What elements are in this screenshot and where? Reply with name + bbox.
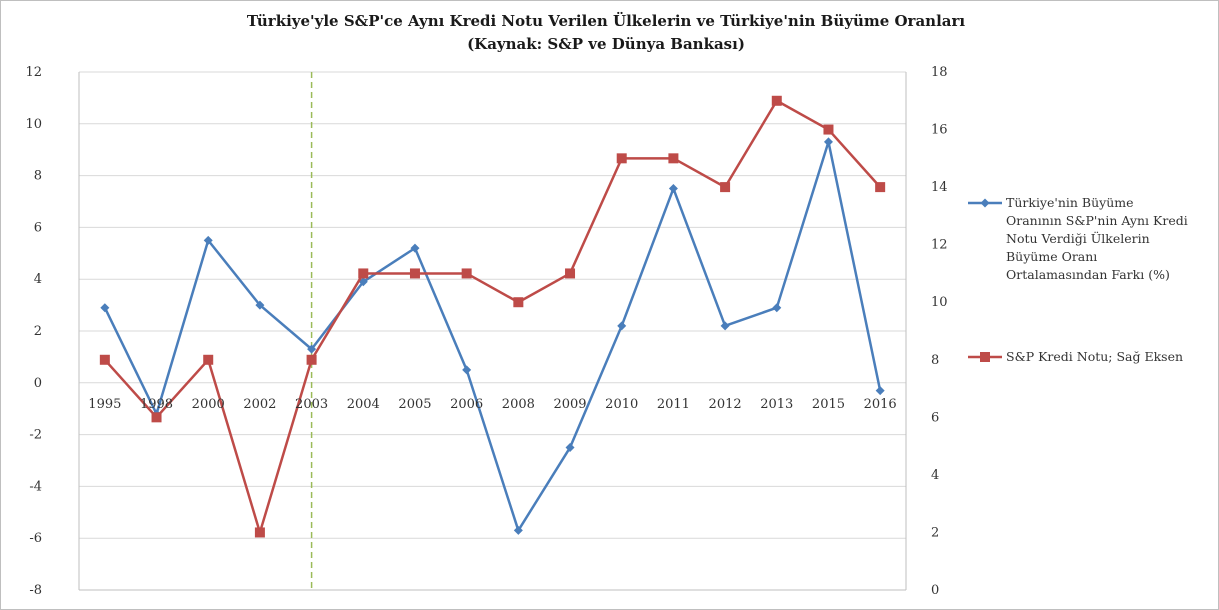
series-2-point	[306, 354, 317, 365]
legend-label-1: Ortalamasından Farkı (%)	[1006, 267, 1170, 282]
y-right-tick-label: 4	[931, 468, 939, 483]
y-right-tick-label: 12	[931, 238, 948, 253]
x-tick-label: 2004	[347, 397, 380, 412]
y-left-tick-label: -2	[29, 428, 42, 443]
y-right-tick-label: 0	[931, 583, 939, 598]
series-2-point	[720, 182, 731, 193]
legend: Türkiye'nin Büyüme Oranının S&P'nin Aynı …	[968, 195, 1188, 364]
series-1-point	[617, 321, 627, 331]
y-left-tick-label: 10	[25, 117, 42, 132]
series-2-point	[99, 354, 110, 365]
grid-layer	[79, 71, 906, 591]
series-1-point	[255, 300, 265, 310]
series-2-point	[668, 153, 679, 164]
series-1-point	[100, 303, 110, 313]
series-2-point	[254, 527, 265, 538]
x-tick-label: 2003	[295, 397, 328, 412]
x-tick-label: 2010	[605, 397, 638, 412]
series-1-point	[875, 386, 885, 396]
series-line-2	[103, 99, 882, 534]
series-2-point	[203, 354, 214, 365]
y-left-tick-label: -4	[29, 479, 42, 494]
series-2-point	[461, 268, 472, 279]
series-2-point	[513, 297, 524, 308]
x-tick-label: 2015	[812, 397, 845, 412]
legend-marker-1	[980, 198, 990, 208]
x-tick-label: 2009	[553, 397, 586, 412]
y-right-tick-label: 14	[931, 180, 948, 195]
x-tick-label: 2012	[709, 397, 742, 412]
y-left-tick-label: -8	[29, 583, 42, 598]
y-left-tick-label: 2	[34, 324, 42, 339]
legend-label-1: Büyüme Oranı	[1006, 249, 1097, 264]
x-tick-label: 2008	[502, 397, 535, 412]
series-1-point	[565, 443, 575, 453]
x-tick-label: 2006	[450, 397, 483, 412]
y-left-tick-label: 12	[25, 65, 42, 80]
series-2-point	[409, 268, 420, 279]
y-left-tick-label: 8	[34, 169, 42, 184]
legend-label-1: Oranının S&P'nin Aynı Kredi	[1006, 213, 1188, 228]
x-tick-label: 1998	[140, 397, 173, 412]
x-tick-label: 1995	[88, 397, 121, 412]
series-layer	[99, 72, 886, 590]
series-1-point	[720, 321, 730, 331]
series-line-1	[103, 140, 882, 532]
chart-subtitle: (Kaynak: S&P ve Dünya Bankası)	[467, 35, 745, 53]
series-1-point	[772, 303, 782, 313]
x-tick-label: 2000	[192, 397, 225, 412]
legend-label-2: S&P Kredi Notu; Sağ Eksen	[1006, 349, 1183, 364]
y-right-tick-label: 2	[931, 525, 939, 540]
category-layer: 1995 1998 2000 2002 2003 2004 2005 2006 2008 2009…	[88, 397, 896, 412]
x-tick-label: 2013	[760, 397, 793, 412]
series-2-point	[358, 268, 369, 279]
series-2-point	[565, 268, 576, 279]
series-2-point	[771, 95, 782, 106]
y-right-tick-label: 18	[931, 65, 948, 80]
legend-marker-2	[980, 352, 990, 362]
y-right-tick-label: 10	[931, 295, 948, 310]
y-right-tick-label: 16	[931, 123, 948, 138]
axis-layer: -8 -6 -4 -2 0 2 4 6 8 10 12 0 2 4 6 8 10 12 14 16 18	[25, 65, 947, 598]
x-tick-label: 2016	[864, 397, 897, 412]
y-left-tick-label: 0	[34, 376, 42, 391]
series-1-point	[462, 365, 472, 375]
series-1-point	[410, 243, 420, 253]
series-1-point	[513, 525, 523, 535]
series-1-point	[823, 137, 833, 147]
y-left-tick-label: 6	[34, 220, 42, 235]
legend-label-1: Notu Verdiği Ülkelerin	[1006, 230, 1150, 246]
series-2-point	[151, 412, 162, 423]
series-1-point	[307, 344, 317, 354]
y-left-tick-label: -6	[29, 531, 42, 546]
y-left-tick-label: 4	[34, 272, 42, 287]
x-tick-label: 2002	[243, 397, 276, 412]
series-1-point	[203, 235, 213, 245]
y-right-tick-label: 8	[931, 353, 939, 368]
chart-title: Türkiye'yle S&P'ce Aynı Kredi Notu Veril…	[247, 11, 966, 30]
y-right-tick-label: 6	[931, 410, 939, 425]
series-1-point	[668, 184, 678, 194]
x-tick-label: 2005	[398, 397, 431, 412]
x-tick-label: 2011	[657, 397, 690, 412]
series-2-point	[616, 153, 627, 164]
series-2-point	[823, 124, 834, 135]
legend-label-1: Türkiye'nin Büyüme	[1006, 195, 1134, 210]
series-2-point	[875, 182, 886, 193]
